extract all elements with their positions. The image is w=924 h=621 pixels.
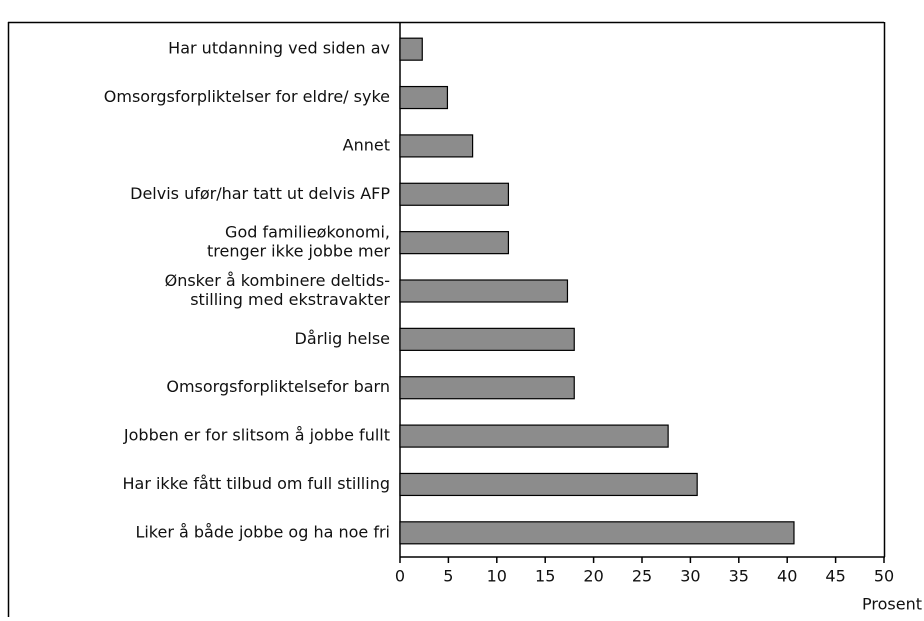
bar [399,279,569,303]
x-tick-label: 50 [874,567,894,586]
bar [399,134,474,158]
x-tick-label: 25 [632,567,652,586]
x-tick-label: 30 [680,567,700,586]
y-tick-label: Ønsker å kombinere deltids- [165,271,390,290]
y-tick-label: Delvis ufør/har tatt ut delvis AFP [130,184,390,203]
y-tick-label: God familieøkonomi, [225,223,390,242]
bar [399,327,575,351]
bar [399,231,510,255]
x-tick-label: 15 [535,567,555,586]
bar [399,424,669,448]
bar [399,521,795,545]
y-tick-label: Annet [343,135,390,154]
y-tick-label: trenger ikke jobbe mer [207,242,390,261]
bar [399,376,575,400]
y-tick-label: Jobben er for slitsom å jobbe fullt [123,426,390,445]
y-tick-label: Dårlig helse [295,329,390,348]
x-tick-label: 20 [583,567,603,586]
x-tick-label: 5 [443,567,453,586]
x-tick-label: 35 [729,567,749,586]
bar [399,472,698,497]
y-tick-label: Omsorgsforpliktelsefor barn [166,377,390,396]
y-tick-label: Liker å både jobbe og ha noe fri [135,522,390,541]
x-tick-label: 40 [777,567,797,586]
x-tick-label: 45 [825,567,845,586]
y-tick-label: Har ikke fått tilbud om full stilling [122,474,390,493]
bar [399,182,510,206]
y-tick-label: Omsorgsforpliktelser for eldre/ syke [104,87,390,106]
bar [399,37,423,61]
y-tick-label: Har utdanning ved siden av [168,39,390,58]
x-axis-label: Prosent [862,595,922,614]
bar [399,85,449,110]
x-tick-label: 10 [487,567,507,586]
y-tick-label: stilling med ekstravakter [190,290,390,309]
x-tick-label: 0 [395,567,405,586]
